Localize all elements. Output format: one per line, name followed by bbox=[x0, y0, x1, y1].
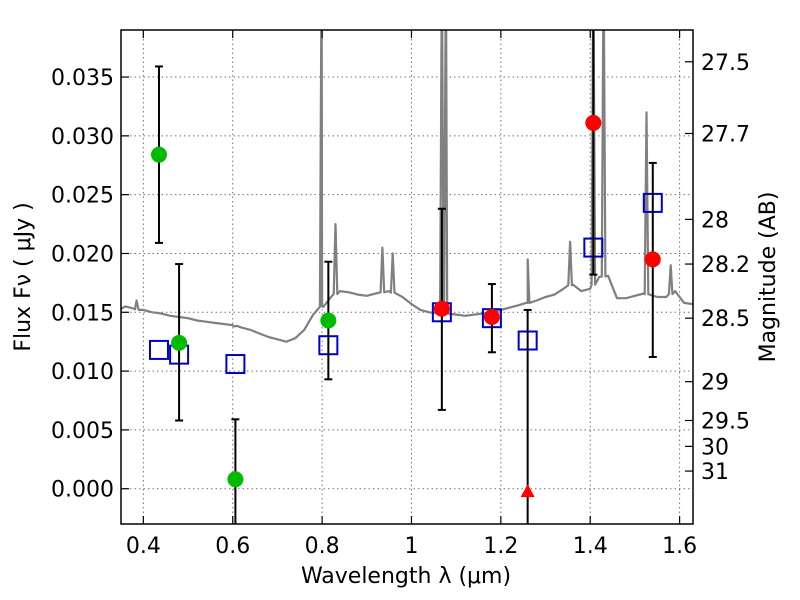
upper-limit-triangle bbox=[520, 484, 535, 498]
x-axis-label: Wavelength λ (μm) bbox=[301, 564, 511, 589]
plot-frame bbox=[120, 29, 694, 525]
x-tick-label: 0.6 bbox=[215, 534, 250, 559]
x-tick-label: 0.4 bbox=[126, 534, 161, 559]
acs-flux-point bbox=[227, 471, 244, 488]
y2-tick-label: 29.5 bbox=[701, 409, 750, 434]
model-flux-square bbox=[225, 354, 246, 375]
y2-tick-label: 27.5 bbox=[701, 51, 750, 76]
wfc3-flux-point bbox=[483, 308, 500, 325]
y2-axis-label: Magnitude (AB) bbox=[756, 192, 781, 363]
y-tick-label: 0.005 bbox=[51, 419, 114, 444]
x-tick-label: 1 bbox=[404, 534, 418, 559]
model-flux-square bbox=[148, 339, 169, 360]
x-tick-label: 1.2 bbox=[483, 534, 518, 559]
template-sed-line bbox=[121, 30, 693, 343]
x-tick-label: 1.4 bbox=[573, 534, 608, 559]
y2-tick-label: 30 bbox=[701, 435, 729, 460]
axis-layer: 0.4 0.6 0.8 1 1.2 1.4 1.6 0.000 0.005 0.010 0.015 0… bbox=[51, 29, 750, 559]
acs-flux-point bbox=[320, 312, 337, 329]
y2-tick-label: 27.7 bbox=[701, 123, 750, 148]
y-tick-label: 0.020 bbox=[51, 242, 114, 267]
y-tick-label: 0.030 bbox=[51, 125, 114, 150]
x-tick-label: 0.8 bbox=[305, 534, 340, 559]
y-tick-label: 0.025 bbox=[51, 184, 114, 209]
y-tick-label: 0.015 bbox=[51, 301, 114, 326]
data-layer bbox=[121, 30, 693, 524]
y-tick-label: 0.035 bbox=[51, 66, 114, 91]
wfc3-flux-point bbox=[585, 114, 602, 131]
y-axis-label: Flux Fν ( μJy ) bbox=[11, 202, 36, 351]
y2-tick-label: 28.2 bbox=[701, 253, 750, 278]
y2-tick-label: 29 bbox=[701, 371, 729, 396]
y2-tick-label: 28 bbox=[701, 208, 729, 233]
wfc3-flux-point bbox=[433, 300, 450, 317]
x-tick-label: 1.6 bbox=[662, 534, 697, 559]
acs-flux-point bbox=[171, 334, 188, 351]
wfc3-flux-point bbox=[644, 251, 661, 268]
y2-tick-label: 31 bbox=[701, 460, 729, 485]
y2-tick-label: 28.5 bbox=[701, 307, 750, 332]
y-tick-label: 0.010 bbox=[51, 360, 114, 385]
y-tick-label: 0.000 bbox=[51, 478, 114, 503]
acs-flux-point bbox=[150, 146, 167, 163]
